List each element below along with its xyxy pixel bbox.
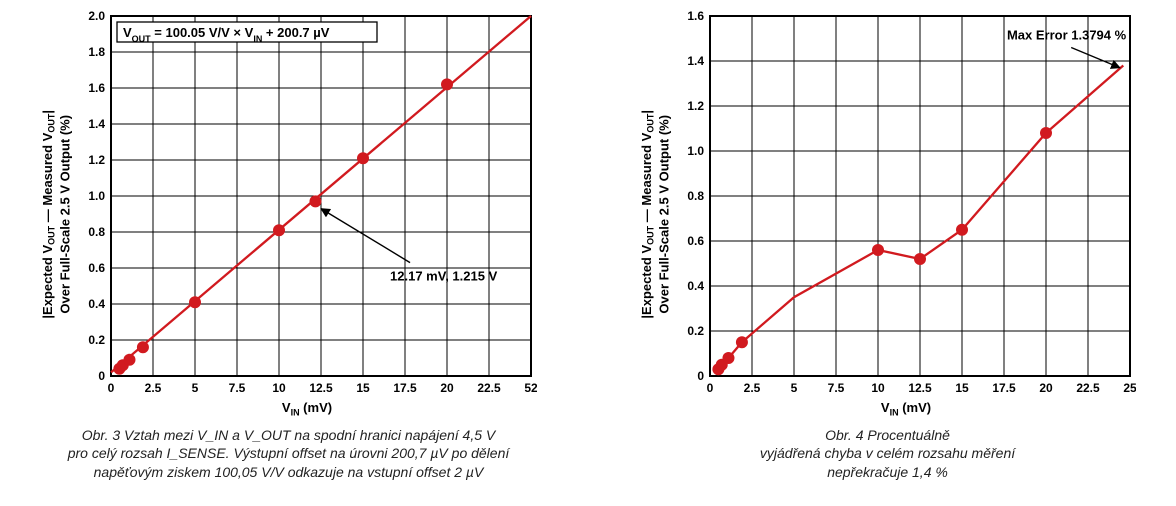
- svg-text:2.5: 2.5: [744, 381, 761, 395]
- svg-text:0.6: 0.6: [687, 234, 704, 248]
- figure-row: |Expected VOUT — Measured VOUT|Over Full…: [0, 0, 1176, 482]
- svg-text:0.2: 0.2: [88, 333, 105, 347]
- svg-text:17.5: 17.5: [393, 381, 417, 395]
- chart-4-ylabel: |Expected VOUT — Measured VOUT|Over Full…: [639, 110, 672, 319]
- svg-text:1.6: 1.6: [687, 10, 704, 23]
- svg-text:0.4: 0.4: [88, 297, 105, 311]
- chart-4-wrap: |Expected VOUT — Measured VOUT|Over Full…: [639, 10, 1136, 418]
- caption-line: napěťovým ziskem 100,05 V/V odkazuje na …: [94, 464, 484, 480]
- caption-line: vyjádřená chyba v celém rozsahu měření: [760, 445, 1015, 461]
- svg-text:0.8: 0.8: [88, 225, 105, 239]
- svg-text:7.5: 7.5: [229, 381, 246, 395]
- caption-line: nepřekračuje 1,4 %: [827, 464, 948, 480]
- chart-4-svg: 0 2.5 5 7.5 10 12.5 15 17.5 20 22.5 25 0 0.2 0.4 0.6 0.…: [676, 10, 1136, 398]
- figure-4: |Expected VOUT — Measured VOUT|Over Full…: [639, 10, 1136, 482]
- chart-4-xlabel: VIN (mV): [881, 400, 931, 418]
- svg-text:15: 15: [955, 381, 969, 395]
- svg-text:12.5: 12.5: [908, 381, 932, 395]
- chart-3-xlabel: VIN (mV): [282, 400, 332, 418]
- chart-3-svg: 0 2.5 5 7.5 10 12.5 15 17.5 20 22.5 52 0 0.2 0.4 0.6 0.…: [77, 10, 537, 398]
- svg-text:0.6: 0.6: [88, 261, 105, 275]
- svg-text:1.2: 1.2: [687, 99, 704, 113]
- svg-text:22.5: 22.5: [1076, 381, 1100, 395]
- svg-text:2.0: 2.0: [88, 10, 105, 23]
- caption-line: pro celý rozsah I_SENSE. Výstupní offset…: [68, 445, 510, 461]
- chart-3-axes: 0 2.5 5 7.5 10 12.5 15 17.5 20 22.5 52 0 0.2 0.4 0.6 0.…: [77, 10, 537, 418]
- chart-3-ylabel: |Expected VOUT — Measured VOUT|Over Full…: [40, 110, 73, 319]
- svg-text:1.0: 1.0: [687, 144, 704, 158]
- caption-line: Obr. 4 Procentuálně: [825, 427, 950, 443]
- svg-text:1.4: 1.4: [687, 54, 704, 68]
- svg-text:5: 5: [791, 381, 798, 395]
- svg-text:10: 10: [871, 381, 885, 395]
- svg-text:0: 0: [108, 381, 115, 395]
- svg-text:1.6: 1.6: [88, 81, 105, 95]
- svg-text:5: 5: [192, 381, 199, 395]
- svg-text:20: 20: [1039, 381, 1053, 395]
- svg-text:0.2: 0.2: [687, 324, 704, 338]
- figure-4-caption: Obr. 4 Procentuálně vyjádřená chyba v ce…: [760, 426, 1015, 483]
- svg-text:20: 20: [440, 381, 454, 395]
- svg-text:17.5: 17.5: [992, 381, 1016, 395]
- svg-text:0.4: 0.4: [687, 279, 704, 293]
- svg-text:52: 52: [524, 381, 537, 395]
- svg-text:15: 15: [356, 381, 370, 395]
- svg-text:1.4: 1.4: [88, 117, 105, 131]
- chart-3-wrap: |Expected VOUT — Measured VOUT|Over Full…: [40, 10, 537, 418]
- chart-4-axes: 0 2.5 5 7.5 10 12.5 15 17.5 20 22.5 25 0 0.2 0.4 0.6 0.…: [676, 10, 1136, 418]
- svg-text:Max Error 1.3794 %: Max Error 1.3794 %: [1007, 28, 1127, 43]
- svg-text:25: 25: [1123, 381, 1136, 395]
- svg-text:10: 10: [272, 381, 286, 395]
- svg-text:1.8: 1.8: [88, 45, 105, 59]
- svg-text:0: 0: [707, 381, 714, 395]
- svg-text:12.17 mV, 1.215 V: 12.17 mV, 1.215 V: [390, 269, 498, 284]
- svg-text:22.5: 22.5: [477, 381, 501, 395]
- caption-line: Obr. 3 Vztah mezi V_IN a V_OUT na spodní…: [82, 427, 495, 443]
- figure-3: |Expected VOUT — Measured VOUT|Over Full…: [40, 10, 537, 482]
- svg-text:0: 0: [697, 369, 704, 383]
- svg-text:1.0: 1.0: [88, 189, 105, 203]
- figure-3-caption: Obr. 3 Vztah mezi V_IN a V_OUT na spodní…: [68, 426, 510, 483]
- svg-text:1.2: 1.2: [88, 153, 105, 167]
- svg-text:7.5: 7.5: [828, 381, 845, 395]
- svg-text:0: 0: [98, 369, 105, 383]
- svg-text:12.5: 12.5: [309, 381, 333, 395]
- svg-text:2.5: 2.5: [145, 381, 162, 395]
- svg-text:0.8: 0.8: [687, 189, 704, 203]
